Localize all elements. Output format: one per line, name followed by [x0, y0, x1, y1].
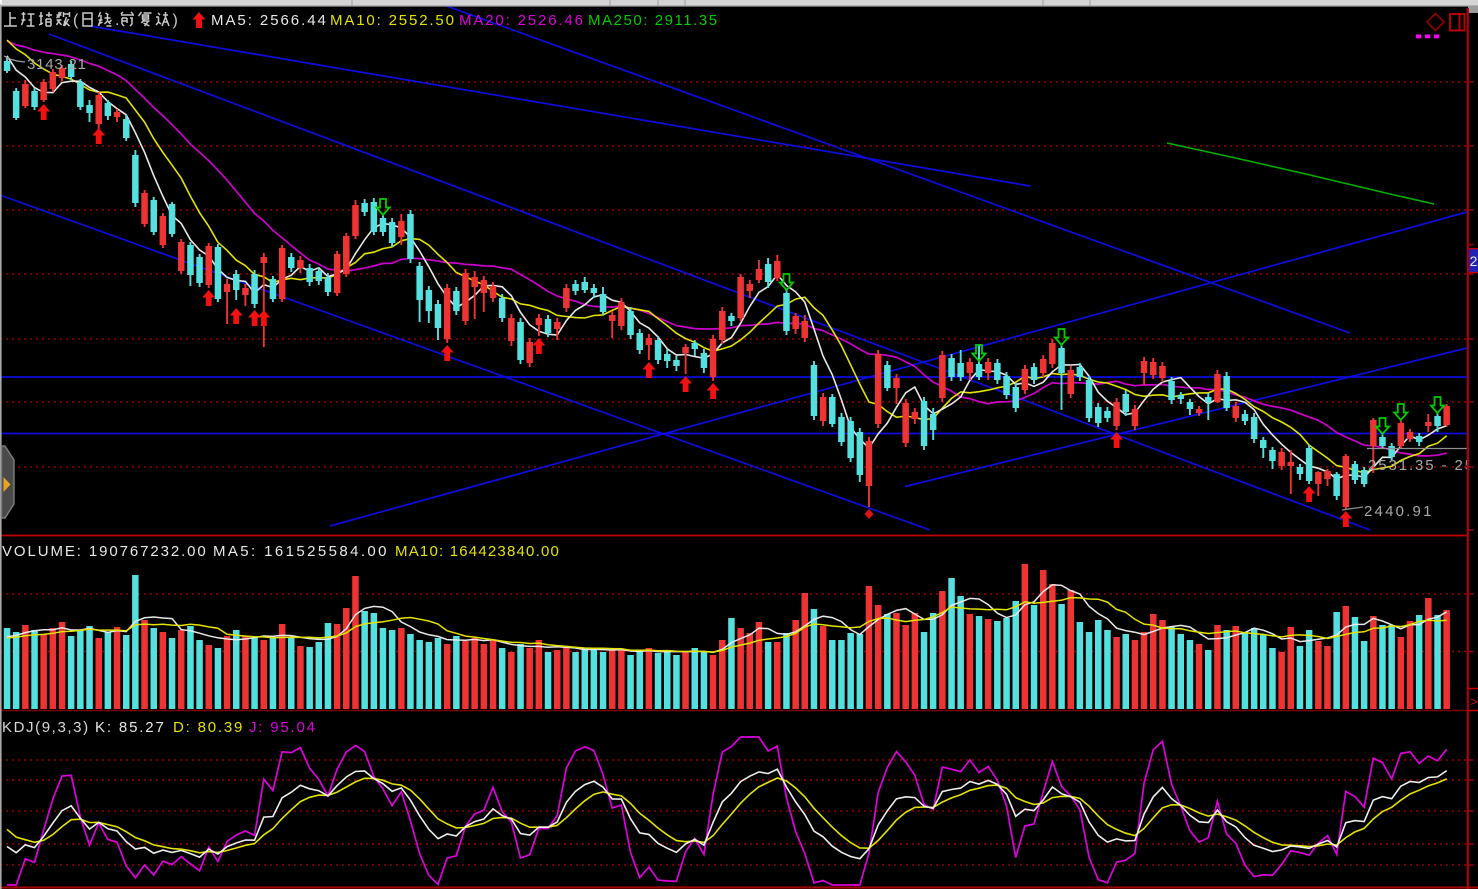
svg-text:MA5: 2566.44: MA5: 2566.44	[211, 12, 328, 29]
svg-text:D: 80.39: D: 80.39	[173, 719, 244, 736]
svg-text:(: (	[73, 12, 79, 29]
svg-text:>: >	[1470, 694, 1478, 709]
svg-text:MA10: 2552.50: MA10: 2552.50	[330, 12, 456, 29]
svg-text:J: 95.04: J: 95.04	[249, 719, 317, 736]
svg-text:MA10: 164423840.00: MA10: 164423840.00	[395, 543, 560, 560]
svg-text:K: 85.27: K: 85.27	[95, 719, 166, 736]
svg-text:KDJ(9,3,3): KDJ(9,3,3)	[2, 719, 90, 736]
svg-text:.: .	[115, 12, 120, 29]
svg-text:): )	[173, 12, 179, 29]
svg-text:2531.35 - 25: 2531.35 - 25	[1368, 457, 1475, 474]
svg-text:MA5: 161525584.00: MA5: 161525584.00	[213, 543, 389, 560]
svg-text:MA250: 2911.35: MA250: 2911.35	[588, 12, 719, 29]
svg-text:MA20: 2526.46: MA20: 2526.46	[459, 12, 585, 29]
svg-text:2440.91: 2440.91	[1364, 503, 1434, 520]
svg-text:3143.21: 3143.21	[27, 56, 87, 73]
svg-text:VOLUME: 190767232.00: VOLUME: 190767232.00	[2, 543, 208, 560]
svg-text:2: 2	[1470, 253, 1478, 269]
